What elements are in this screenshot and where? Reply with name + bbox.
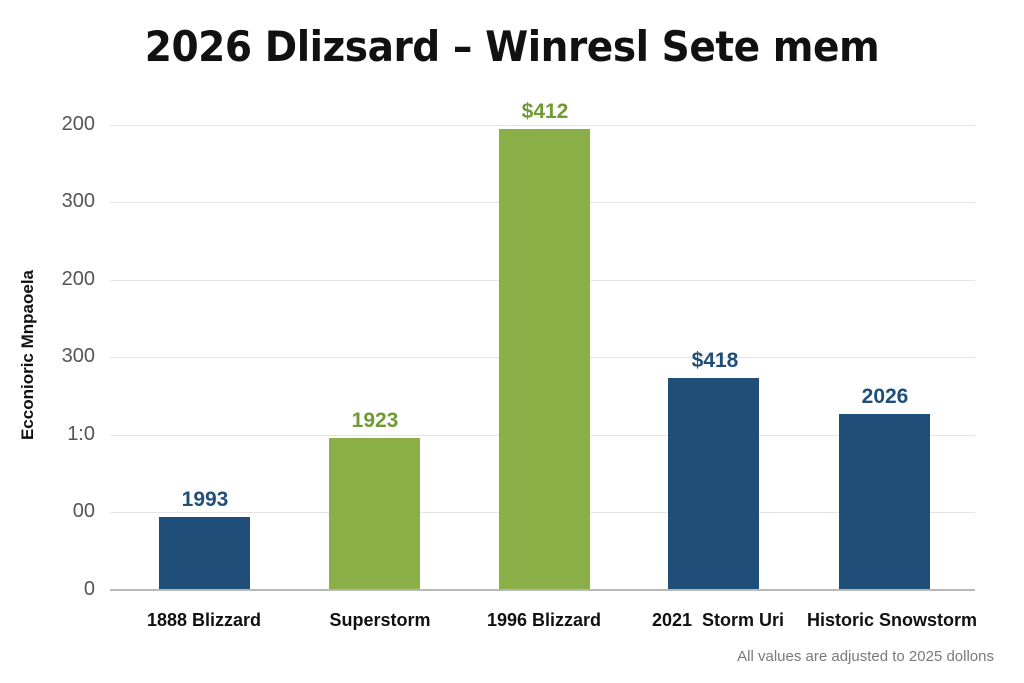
bar-historic-snowstorm (839, 414, 930, 589)
x-category-label: 1996 Blizzard (486, 610, 602, 630)
bar-value-label: $418 (691, 349, 739, 372)
footnote: All values are adjusted to 2025 dollons (737, 648, 994, 665)
bar-2021-storm-uri (668, 378, 759, 589)
chart-title: 2026 Dlizsard – Winresl Sete mem (144, 22, 880, 71)
y-tick: 200 (61, 268, 95, 290)
x-axis-baseline (110, 589, 975, 591)
bar-superstorm (329, 438, 420, 589)
y-tick: 300 (61, 345, 95, 367)
gridline (110, 125, 975, 126)
x-category-label: 2021 Storm Uri (651, 610, 785, 630)
bar-value-label: 1993 (181, 488, 229, 511)
y-tick: 1:0 (67, 423, 95, 445)
x-category-label: Historic Snowstorm (806, 610, 978, 630)
y-axis-label: Ecconioric Mnpaoela (18, 269, 37, 441)
plot-area: 1993 1923 $412 $418 2026 (110, 0, 975, 683)
bar-value-label: 1923 (351, 409, 399, 432)
bar-value-label: 2026 (861, 385, 909, 408)
bar-1996-blizzard (499, 129, 590, 589)
y-tick: 00 (72, 500, 95, 522)
y-tick: 200 (61, 113, 95, 135)
x-category-label: Superstorm (329, 610, 431, 630)
bar-1888-blizzard (159, 517, 250, 589)
bar-value-label: $412 (521, 100, 569, 123)
y-tick: 0 (83, 578, 95, 600)
x-category-label: 1888 Blizzard (146, 610, 262, 630)
y-tick: 300 (61, 190, 95, 212)
